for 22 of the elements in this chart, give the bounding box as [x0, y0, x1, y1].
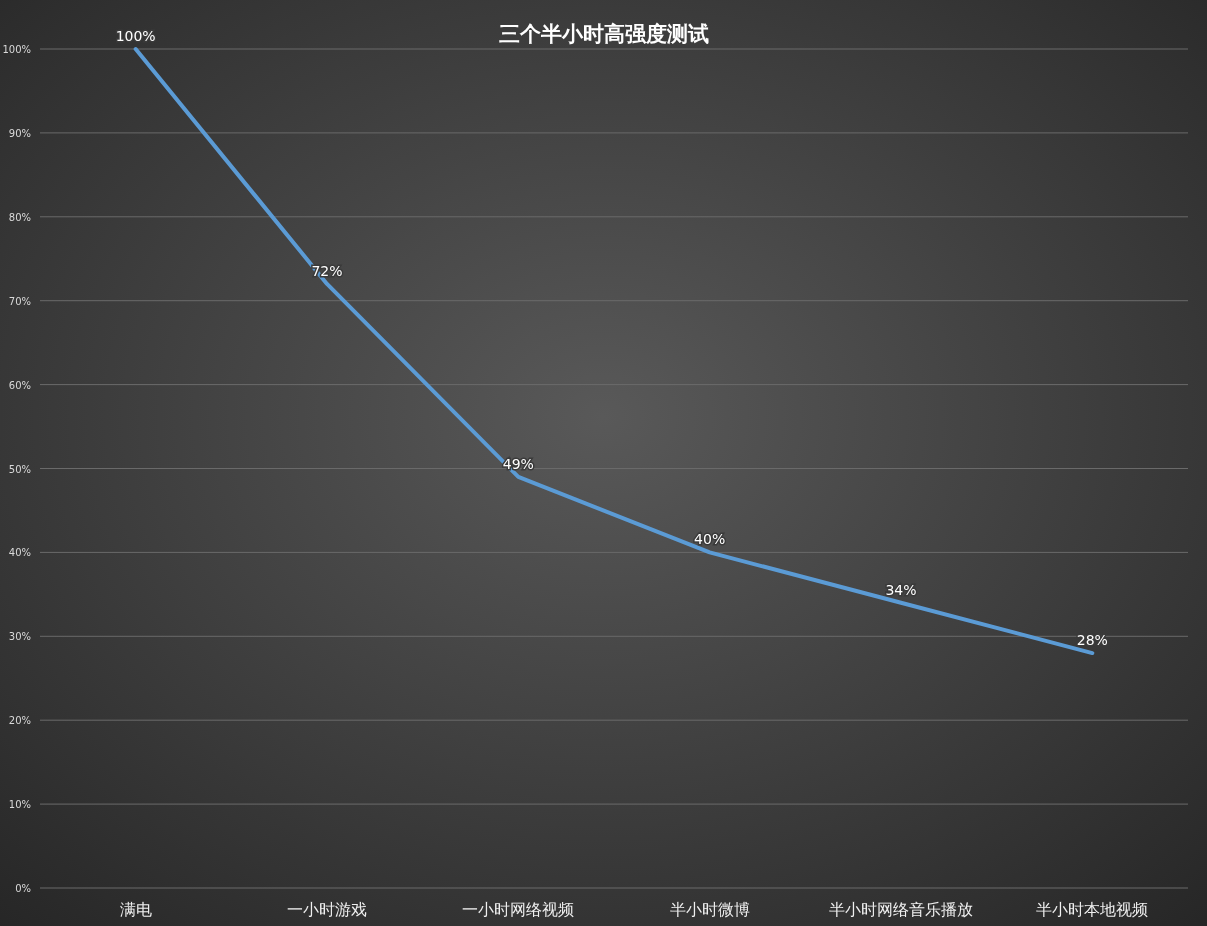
- y-tick-label: 30%: [8, 631, 31, 643]
- data-label: 34%: [885, 581, 917, 598]
- x-tick-label: 半小时微博: [669, 900, 750, 919]
- y-tick-label: 20%: [8, 715, 31, 727]
- data-label: 40%: [694, 531, 726, 548]
- y-tick-label: 10%: [8, 799, 31, 811]
- y-tick-label: 60%: [8, 379, 31, 391]
- y-tick-label: 80%: [8, 211, 31, 223]
- data-label: 100%: [115, 28, 156, 44]
- chart-title: 三个半小时高强度测试: [499, 22, 709, 46]
- x-tick-label: 半小时网络音乐播放: [829, 900, 973, 919]
- x-tick-label: 半小时本地视频: [1036, 900, 1149, 919]
- y-tick-label: 100%: [2, 44, 31, 55]
- data-label: 28%: [1076, 632, 1108, 649]
- x-tick-label: 一小时网络视频: [462, 900, 575, 919]
- y-tick-label: 90%: [8, 127, 31, 139]
- x-tick-label: 一小时游戏: [287, 900, 367, 919]
- y-tick-label: 50%: [8, 463, 31, 475]
- x-tick-label: 满电: [119, 900, 152, 919]
- y-tick-label: 0%: [15, 883, 31, 894]
- y-tick-label: 40%: [8, 547, 31, 559]
- y-tick-label: 70%: [8, 295, 31, 307]
